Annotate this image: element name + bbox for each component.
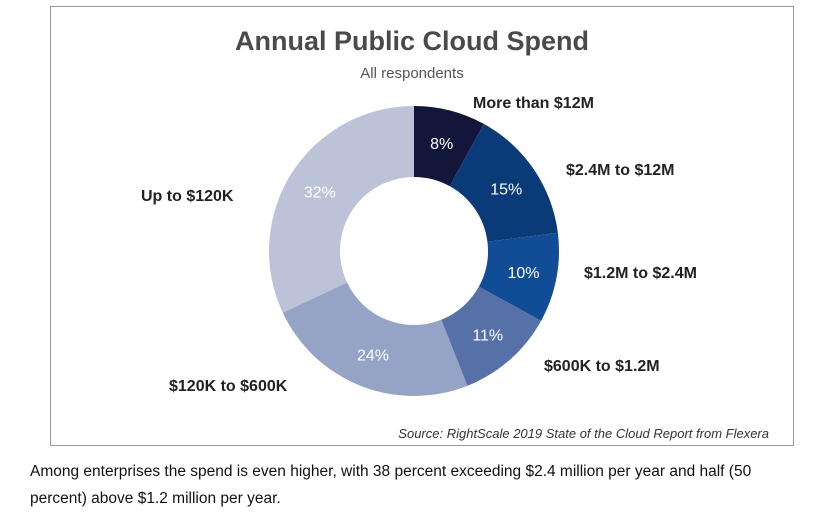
percent-label: 32%	[304, 184, 336, 201]
category-labels-group: More than $12M $2.4M to $12M $1.2M to $2.4…	[141, 95, 697, 395]
slice-0	[414, 106, 484, 187]
slice-3	[441, 286, 542, 386]
percent-label: 8%	[430, 136, 453, 153]
slices-group	[269, 106, 559, 396]
category-label: $1.2M to $2.4M	[584, 265, 697, 282]
slice-1	[449, 123, 558, 242]
percent-label: 10%	[508, 265, 540, 282]
chart-title: Annual Public Cloud Spend	[235, 26, 589, 56]
chart-subtitle: All respondents	[360, 65, 463, 82]
category-label: Up to $120K	[141, 188, 234, 205]
category-label: $120K to $600K	[169, 378, 288, 395]
category-label: $600K to $1.2M	[544, 358, 660, 375]
slice-5	[269, 106, 414, 313]
percent-label: 24%	[357, 348, 389, 365]
percent-label: 11%	[472, 328, 503, 345]
donut-chart: Annual Public Cloud Spend All respondent…	[141, 26, 769, 441]
chart-figure: Annual Public Cloud Spend All respondent…	[50, 6, 794, 446]
category-label: More than $12M	[473, 95, 594, 112]
percent-label: 15%	[490, 181, 522, 198]
slice-4	[282, 282, 468, 396]
category-label: $2.4M to $12M	[566, 162, 674, 179]
chart-source: Source: RightScale 2019 State of the Clo…	[398, 426, 769, 441]
slice-2	[478, 232, 559, 321]
caption-text: Among enterprises the spend is even high…	[30, 463, 752, 507]
percent-labels-group: 8% 15% 10% 11% 24% 32%	[304, 136, 540, 365]
